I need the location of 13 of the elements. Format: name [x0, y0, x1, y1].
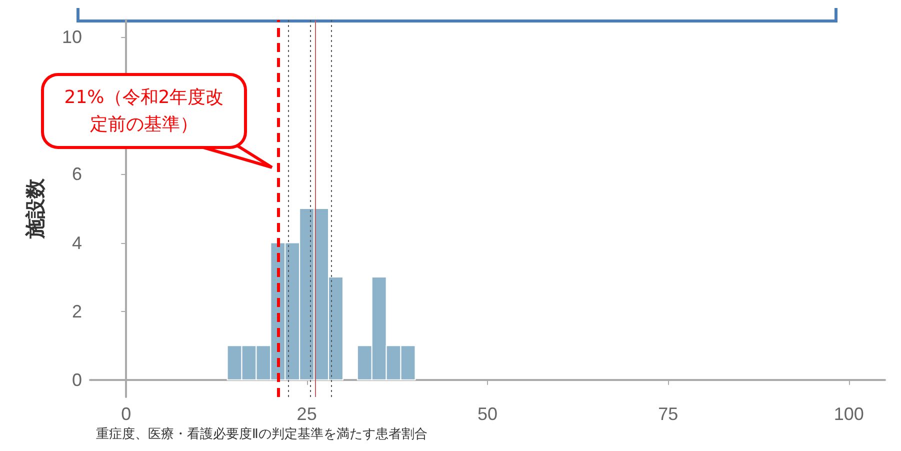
y-tick-label: 0 — [72, 370, 82, 390]
y-tick-label: 2 — [72, 301, 82, 322]
x-tick-label: 100 — [834, 404, 864, 424]
y-tick-label: 10 — [62, 27, 82, 48]
y-tick-label: 4 — [72, 232, 82, 253]
y-axis-title: 施設数 — [23, 178, 47, 240]
x-tick-label: 75 — [658, 404, 678, 424]
y-tick-label: 6 — [72, 164, 82, 184]
x-tick-label: 50 — [477, 404, 498, 424]
x-axis-title: 重症度、医療・看護必要度Ⅱの判定基準を満たす患者割合 — [96, 426, 428, 442]
x-tick-label: 25 — [296, 404, 317, 424]
x-tick-label: 0 — [121, 404, 132, 424]
ref-line-label: 21%（令和2年度改定前の基準） — [64, 87, 224, 135]
